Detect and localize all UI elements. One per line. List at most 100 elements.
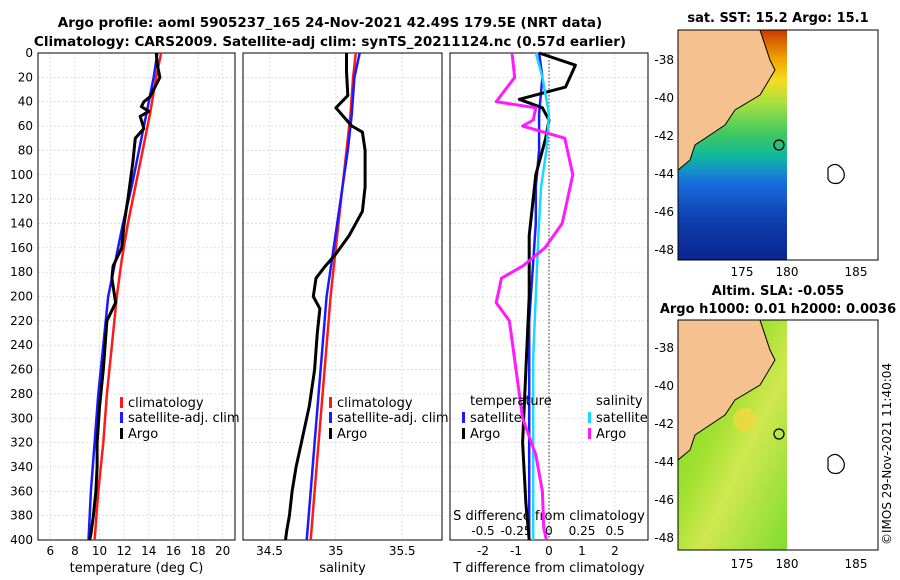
panel-frame — [242, 52, 443, 541]
sla-map-axes: -38 -40 -42 -44 -46 -48 175 180 185 — [654, 341, 867, 571]
legend-t-satellite-label: satellite — [470, 411, 522, 426]
sst-map-title: sat. SST: 15.2 Argo: 15.1 — [687, 11, 868, 26]
sla-map — [677, 319, 879, 551]
sla-anomaly — [733, 408, 757, 432]
x-tick-label: 1 — [578, 544, 586, 558]
x-tick-label: 35 — [328, 544, 343, 558]
s-difference-tick-label: 0 — [545, 524, 553, 538]
legend-climatology-label: climatology — [337, 396, 413, 411]
legend-argo-label: Argo — [128, 427, 158, 442]
x-axis-label: T difference from climatology — [452, 561, 645, 576]
legend-satellite-marker — [329, 412, 332, 423]
y-tick-label: 300 — [10, 411, 33, 425]
y-tick-label: 400 — [10, 533, 33, 547]
legend-argo-label: Argo — [337, 427, 367, 442]
panel-frame — [37, 52, 236, 541]
x-tick-label: -1 — [510, 544, 522, 558]
y-tick-label: 40 — [18, 95, 33, 109]
sst-map — [677, 29, 879, 261]
legend-satellite-label: satellite-adj. clim — [337, 411, 449, 426]
y-tick-label: 120 — [10, 192, 33, 206]
legend-salinity-title: salinity — [596, 394, 643, 409]
s-difference-tick-label: 0.25 — [569, 524, 596, 538]
salinity-panel: 34.5 35 35.5 salinity — [242, 52, 443, 576]
sla-island — [827, 453, 845, 475]
sla-lat-tick: -48 — [654, 531, 674, 545]
x-tick-label: 6 — [46, 544, 54, 558]
y-tick-label: 80 — [18, 143, 33, 157]
legend-satellite-label: satellite-adj. clim — [128, 411, 240, 426]
sst-map-frame — [677, 29, 879, 261]
series-line-climatology — [309, 52, 358, 541]
sla-lat-tick: -44 — [654, 455, 674, 469]
x-tick-label: 2 — [611, 544, 619, 558]
temperature-legend: climatology satellite-adj. clim Argo — [120, 396, 240, 442]
sla-lat-tick: -42 — [654, 417, 674, 431]
temperature-panel: 6 8 10 12 14 16 18 2002040608010012014016018020… — [10, 46, 236, 576]
x-tick-label: -2 — [477, 544, 489, 558]
series-line-s-argo — [494, 52, 575, 541]
y-tick-label: 220 — [10, 314, 33, 328]
series-line-argo — [284, 53, 367, 541]
y-tick-label: 0 — [25, 46, 33, 60]
sst-lat-tick: -46 — [654, 205, 674, 219]
sst-lon-tick: 185 — [845, 265, 868, 279]
x-tick-label: 35.5 — [389, 544, 416, 558]
sla-lon-tick: 180 — [776, 557, 799, 571]
title-line-2: Climatology: CARS2009. Satellite-adj cli… — [34, 34, 626, 50]
legend-argo-marker — [120, 428, 123, 439]
title-line-1: Argo profile: aoml 5905237_165 24-Nov-20… — [58, 15, 602, 31]
sst-lat-tick: -38 — [654, 53, 674, 67]
sla-map-frame — [677, 319, 879, 551]
series-line-s-satellite — [531, 52, 551, 540]
y-tick-label: 280 — [10, 387, 33, 401]
series-line-climatology — [93, 52, 163, 541]
y-tick-label: 160 — [10, 241, 33, 255]
y-tick-label: 380 — [10, 509, 33, 523]
sst-lat-tick: -40 — [654, 91, 674, 105]
sst-lon-tick: 180 — [776, 265, 799, 279]
x-axis-label: salinity — [319, 561, 366, 576]
legend-climatology-marker — [329, 397, 332, 408]
difference-panel: -2 -1 0 1 2 T difference from climatology S di… — [449, 51, 649, 576]
sla-lat-tick: -38 — [654, 341, 674, 355]
sla-map-title-1: Altim. SLA: -0.055 — [712, 284, 844, 299]
x-tick-label: 34.5 — [256, 544, 283, 558]
legend-t-argo-marker — [462, 428, 465, 439]
legend-t-satellite-marker — [462, 412, 465, 423]
sst-island — [827, 163, 845, 185]
y-tick-label: 20 — [18, 70, 33, 84]
sla-lon-tick: 175 — [731, 557, 754, 571]
y-tick-label: 340 — [10, 460, 33, 474]
x-tick-label: 16 — [166, 544, 181, 558]
sst-lat-tick: -44 — [654, 167, 674, 181]
y-tick-label: 360 — [10, 484, 33, 498]
sla-lat-tick: -40 — [654, 379, 674, 393]
y-tick-label: 320 — [10, 436, 33, 450]
legend-s-argo-label: Argo — [596, 427, 626, 442]
x-tick-label: 18 — [190, 544, 205, 558]
legend-temperature-title: temperature — [470, 394, 552, 409]
legend-climatology-label: climatology — [128, 396, 204, 411]
sst-argo-location — [773, 139, 785, 151]
s-difference-tick-label: -0.5 — [471, 524, 494, 538]
x-axis-label: temperature (deg C) — [70, 561, 204, 576]
legend-climatology-marker — [120, 397, 123, 408]
legend-s-argo-marker — [588, 428, 591, 439]
y-tick-label: 140 — [10, 216, 33, 230]
x-tick-label: 12 — [117, 544, 132, 558]
sla-map-title-2: Argo h1000: 0.01 h2000: 0.0036 — [660, 302, 896, 317]
s-difference-tick-label: 0.5 — [605, 524, 624, 538]
series-line-argo — [88, 52, 162, 541]
y-tick-label: 60 — [18, 119, 33, 133]
x-tick-label: 0 — [545, 544, 553, 558]
x-tick-label: 14 — [141, 544, 156, 558]
y-tick-label: 260 — [10, 363, 33, 377]
difference-legend: temperature satellite Argo salinity sate… — [462, 394, 648, 442]
legend-satellite-marker — [120, 412, 123, 423]
x-tick-label: 20 — [215, 544, 230, 558]
y-tick-label: 180 — [10, 265, 33, 279]
sst-lon-tick: 175 — [731, 265, 754, 279]
sst-land — [677, 29, 776, 172]
